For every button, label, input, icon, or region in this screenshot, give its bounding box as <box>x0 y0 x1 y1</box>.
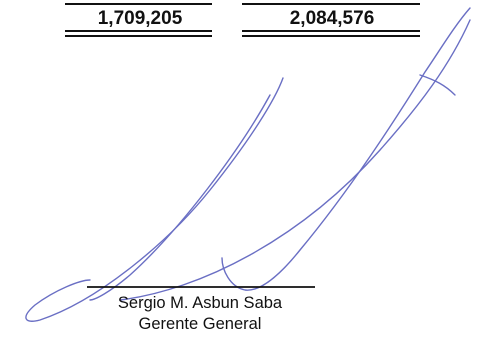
signatory-name: Sergio M. Asbun Saba <box>118 294 283 312</box>
total-amount: 2,084,576 <box>290 8 375 29</box>
signatory-title: Gerente General <box>139 315 262 333</box>
total-amount: 1,709,205 <box>98 8 183 29</box>
signature-scribble <box>25 7 471 322</box>
